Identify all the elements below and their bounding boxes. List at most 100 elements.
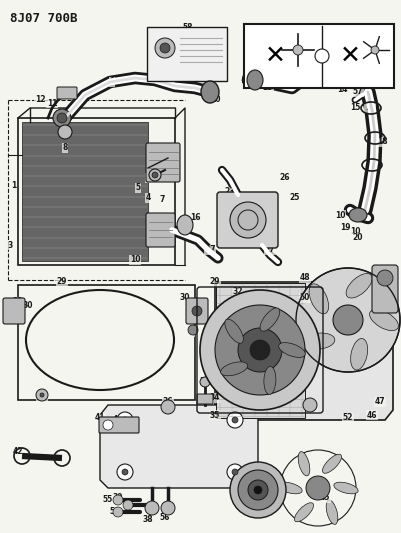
Text: 52: 52 (343, 414, 353, 423)
Text: 32: 32 (233, 287, 243, 296)
Ellipse shape (278, 482, 302, 494)
Text: 38: 38 (143, 515, 153, 524)
Text: 21: 21 (223, 223, 233, 232)
Text: 20: 20 (353, 233, 363, 243)
Ellipse shape (326, 500, 338, 524)
Ellipse shape (177, 215, 193, 235)
Text: 22: 22 (217, 207, 227, 216)
Text: 12: 12 (35, 95, 45, 104)
Text: 28: 28 (13, 297, 23, 306)
Text: 33: 33 (200, 377, 210, 386)
Text: 44: 44 (257, 464, 267, 472)
Text: 50: 50 (300, 294, 310, 303)
Text: 46: 46 (367, 410, 377, 419)
Text: 34: 34 (210, 393, 220, 402)
Text: 6: 6 (146, 174, 151, 182)
Text: 31: 31 (37, 393, 47, 402)
Circle shape (117, 412, 133, 428)
Text: 8: 8 (62, 143, 68, 152)
Text: 30: 30 (23, 301, 33, 310)
Text: 36: 36 (163, 398, 173, 407)
Circle shape (296, 268, 400, 372)
Ellipse shape (294, 503, 314, 522)
Circle shape (161, 501, 175, 515)
Circle shape (232, 417, 238, 423)
Text: 48: 48 (300, 273, 310, 282)
Circle shape (113, 495, 123, 505)
Ellipse shape (349, 208, 367, 222)
Text: 7: 7 (159, 196, 165, 205)
Text: 49: 49 (380, 318, 390, 327)
Text: 16: 16 (190, 214, 200, 222)
Ellipse shape (309, 284, 329, 314)
Circle shape (248, 480, 268, 500)
Polygon shape (100, 405, 258, 488)
Text: 16: 16 (365, 103, 375, 112)
Circle shape (371, 46, 379, 54)
Circle shape (250, 340, 270, 360)
Circle shape (315, 49, 329, 63)
Text: 11: 11 (47, 99, 57, 108)
Ellipse shape (264, 367, 276, 394)
Text: 51: 51 (307, 403, 317, 413)
Circle shape (160, 43, 170, 53)
Circle shape (303, 398, 317, 412)
Text: 10: 10 (335, 211, 345, 220)
FancyBboxPatch shape (57, 87, 77, 99)
Circle shape (152, 172, 158, 178)
Circle shape (155, 38, 175, 58)
Circle shape (230, 462, 286, 518)
Text: 4: 4 (146, 193, 151, 203)
Text: 27: 27 (265, 246, 275, 254)
FancyBboxPatch shape (147, 27, 227, 81)
Circle shape (192, 306, 202, 316)
Circle shape (200, 290, 320, 410)
Ellipse shape (322, 454, 342, 473)
Text: 26: 26 (280, 174, 290, 182)
Text: 29: 29 (57, 278, 67, 287)
Text: 2: 2 (189, 327, 194, 336)
Ellipse shape (298, 451, 310, 476)
Text: 58: 58 (183, 23, 193, 33)
Circle shape (122, 417, 128, 423)
Text: 55: 55 (103, 496, 113, 505)
Ellipse shape (350, 338, 368, 370)
Text: 43: 43 (250, 494, 260, 503)
Ellipse shape (260, 308, 280, 331)
Ellipse shape (279, 343, 305, 358)
FancyBboxPatch shape (217, 192, 278, 248)
FancyBboxPatch shape (197, 394, 213, 404)
Polygon shape (215, 272, 393, 420)
Text: 14: 14 (337, 85, 347, 94)
Circle shape (122, 469, 128, 475)
FancyBboxPatch shape (372, 265, 398, 313)
Text: 10: 10 (350, 228, 360, 237)
Text: 17: 17 (205, 246, 215, 254)
Text: 23: 23 (263, 84, 273, 93)
Text: 41: 41 (95, 414, 105, 423)
FancyBboxPatch shape (146, 213, 175, 247)
FancyBboxPatch shape (3, 298, 25, 324)
Text: 40: 40 (113, 416, 123, 424)
Circle shape (333, 305, 363, 335)
Text: 42: 42 (13, 448, 23, 456)
Text: ✕: ✕ (340, 44, 360, 68)
Ellipse shape (201, 81, 219, 103)
Circle shape (188, 325, 198, 335)
Text: 8J07 700B: 8J07 700B (10, 12, 77, 25)
Ellipse shape (221, 362, 248, 376)
Text: 37: 37 (240, 483, 250, 492)
Text: 53: 53 (380, 273, 390, 282)
Polygon shape (22, 122, 148, 261)
Text: 47: 47 (375, 398, 385, 407)
Text: 30: 30 (180, 294, 190, 303)
Circle shape (377, 270, 393, 286)
Circle shape (53, 109, 71, 127)
Circle shape (254, 486, 262, 494)
Text: 56: 56 (160, 513, 170, 522)
Circle shape (145, 501, 159, 515)
Ellipse shape (370, 310, 399, 330)
Text: 54: 54 (110, 507, 120, 516)
Circle shape (238, 328, 282, 372)
FancyBboxPatch shape (99, 417, 139, 433)
